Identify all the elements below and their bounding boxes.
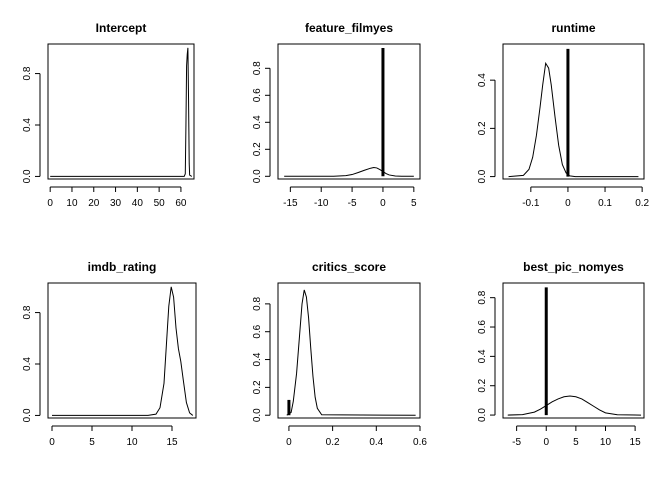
panel-title: imdb_rating: [88, 260, 157, 274]
x-tick-label: 0.2: [635, 198, 649, 209]
density-line: [507, 395, 642, 416]
panel-title: runtime: [551, 21, 595, 35]
y-tick-label: 0.0: [22, 169, 33, 183]
x-tick-label: 15: [166, 437, 178, 448]
plot-frame: [47, 43, 195, 180]
x-tick-label: 10: [126, 437, 138, 448]
x-tick-label: -0.1: [522, 198, 540, 209]
y-tick-label: 0.4: [22, 118, 33, 132]
y-tick-label: 0.8: [252, 61, 263, 75]
y-tick-label: 0.6: [252, 88, 263, 102]
density-line: [508, 61, 639, 178]
x-tick-label: 5: [573, 437, 579, 448]
x-tick-label: 40: [132, 198, 144, 209]
density-line: [52, 286, 194, 416]
panel-title: Intercept: [96, 21, 147, 35]
x-tick-label: 60: [175, 198, 187, 209]
x-tick-label: -5: [512, 437, 521, 448]
x-tick-label: 0: [49, 437, 55, 448]
y-tick-label: 0.6: [252, 324, 263, 338]
y-tick-label: 0.4: [477, 73, 488, 87]
panel-title: best_pic_nomyes: [523, 260, 624, 274]
x-tick-label: 0.6: [413, 437, 427, 448]
y-tick-label: 0.2: [252, 380, 263, 394]
panel-feature-filmyes: feature_filmyes -15 -10 -5 0 5 0.0 0.2 0.4 0.6 0.8: [252, 21, 421, 209]
panel-runtime: runtime -0.1 0 0.1 0.2 0.0 0.2 0.4: [477, 21, 650, 209]
x-tick-label: -15: [283, 198, 298, 209]
x-tick-label: 0: [47, 198, 53, 209]
y-tick-label: 0.0: [477, 408, 488, 422]
x-tick-label: -10: [314, 198, 329, 209]
x-tick-label: 5: [411, 198, 417, 209]
x-tick-label: 0: [380, 198, 386, 209]
y-tick-label: 0.8: [252, 296, 263, 310]
y-tick-label: 0.8: [477, 290, 488, 304]
y-tick-label: 0.0: [22, 408, 33, 422]
plot-frame: [277, 282, 421, 419]
panel-title: feature_filmyes: [305, 21, 393, 35]
y-tick-label: 0.4: [252, 352, 263, 366]
x-tick-label: 0: [543, 437, 549, 448]
x-tick-label: 10: [600, 437, 612, 448]
x-tick-label: 0: [565, 198, 571, 209]
y-tick-label: 0.2: [477, 121, 488, 135]
x-tick-label: 0.4: [369, 437, 383, 448]
panel-title: critics_score: [312, 260, 386, 274]
y-tick-label: 0.4: [252, 115, 263, 129]
x-tick-label: 0.1: [598, 198, 612, 209]
x-tick-label: 10: [66, 198, 78, 209]
panel-critics-score: critics_score 0 0.2 0.4 0.6 0.0 0.2 0.4 0.6 0.8: [252, 260, 427, 448]
plot-frame: [277, 43, 421, 180]
y-tick-label: 0.0: [252, 169, 263, 183]
y-tick-label: 0.4: [477, 349, 488, 363]
y-tick-label: 0.2: [252, 142, 263, 156]
x-tick-label: 5: [89, 437, 95, 448]
x-tick-label: 15: [630, 437, 642, 448]
y-tick-label: 0.4: [22, 357, 33, 371]
x-tick-label: 0: [286, 437, 292, 448]
y-tick-label: 0.8: [22, 305, 33, 319]
panel-imdb-rating: imdb_rating 0 5 10 15 0.0 0.4 0.8: [22, 260, 197, 448]
plot-frame: [502, 43, 645, 180]
x-tick-label: -5: [348, 198, 357, 209]
x-tick-label: 50: [154, 198, 166, 209]
y-tick-label: 0.6: [477, 320, 488, 334]
x-tick-label: 0.2: [326, 437, 340, 448]
y-tick-label: 0.2: [477, 378, 488, 392]
y-tick-label: 0.8: [22, 66, 33, 80]
density-line: [284, 167, 414, 177]
y-tick-label: 0.0: [477, 169, 488, 183]
panel-best-pic-nomyes: best_pic_nomyes -5 0 5 10 15 0.0 0.2 0.4 0.6 0.8: [477, 260, 645, 448]
panel-Intercept: Intercept 0 10 20 30 40 50 60 0.0 0.4 0.8: [22, 21, 195, 209]
plot-frame: [502, 282, 645, 419]
x-tick-label: 20: [88, 198, 100, 209]
density-line: [286, 289, 416, 416]
density-line: [50, 47, 193, 177]
x-tick-label: 30: [110, 198, 122, 209]
y-tick-label: 0.0: [252, 408, 263, 422]
plot-frame: [47, 282, 197, 419]
